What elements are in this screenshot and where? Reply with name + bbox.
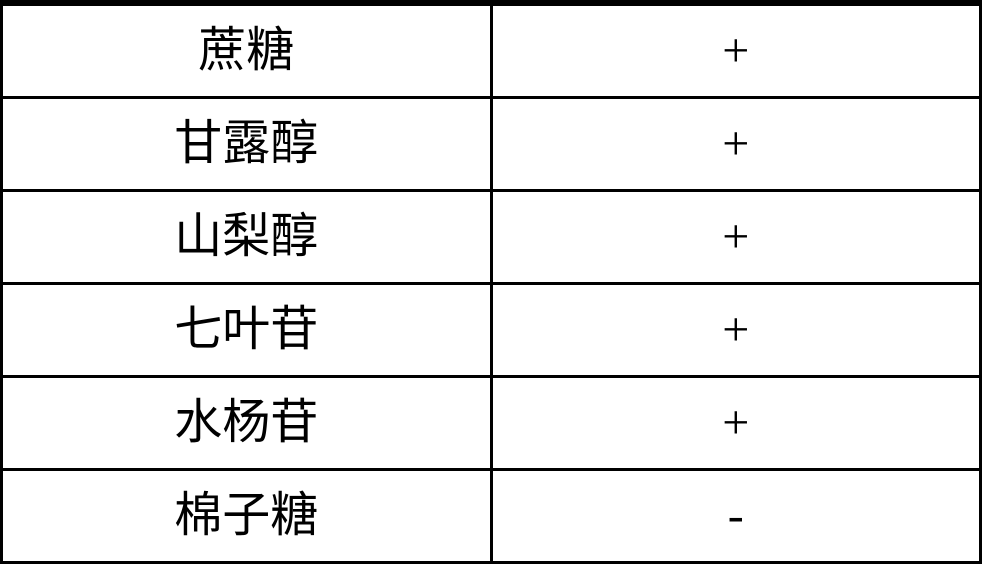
compound-label: 山梨醇: [2, 191, 492, 284]
compound-result: -: [491, 470, 981, 563]
compound-label: 七叶苷: [2, 284, 492, 377]
table-row: 水杨苷 +: [2, 377, 981, 470]
compound-result: +: [491, 191, 981, 284]
compound-result-table: 蔗糖 + 甘露醇 + 山梨醇 + 七叶苷 + 水杨苷 + 棉子糖 -: [0, 0, 982, 564]
compound-label: 甘露醇: [2, 98, 492, 191]
compound-label: 水杨苷: [2, 377, 492, 470]
compound-result: +: [491, 377, 981, 470]
compound-label: 蔗糖: [2, 3, 492, 98]
table-row: 棉子糖 -: [2, 470, 981, 563]
compound-result: +: [491, 3, 981, 98]
table-row: 七叶苷 +: [2, 284, 981, 377]
table-row: 甘露醇 +: [2, 98, 981, 191]
table-row: 山梨醇 +: [2, 191, 981, 284]
compound-result: +: [491, 284, 981, 377]
table-row: 蔗糖 +: [2, 3, 981, 98]
compound-result: +: [491, 98, 981, 191]
compound-label: 棉子糖: [2, 470, 492, 563]
